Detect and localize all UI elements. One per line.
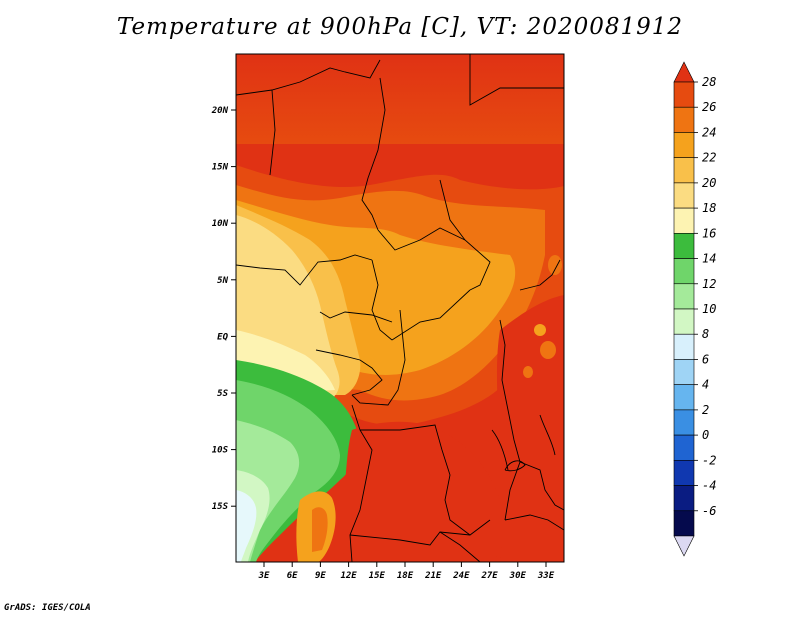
colorbar-swatch <box>673 233 695 259</box>
colorbar-bottom-arrow <box>673 535 695 557</box>
lat-tick-label: 5N <box>217 276 228 286</box>
colorbar-label: 2 <box>702 403 709 417</box>
lat-tick-label: 15N <box>212 163 229 173</box>
lat-tick-label: 10S <box>212 446 229 456</box>
colorbar-label: -4 <box>702 479 716 493</box>
colorbar-swatch <box>673 81 695 108</box>
lon-tick-label: 24E <box>452 571 470 581</box>
colorbar-swatch <box>673 258 695 285</box>
colorbar-label: 28 <box>702 75 716 89</box>
colorbar-label: 16 <box>702 226 716 240</box>
colorbar-swatch <box>673 359 695 385</box>
colorbar-swatch <box>673 157 695 184</box>
longitude-axis: 3E 6E 9E 12E 15E 18E 21E 24E 27E 30E 33E <box>258 562 555 581</box>
colorbar-swatch <box>673 182 695 209</box>
colorbar-label: 24 <box>702 125 716 139</box>
colorbar-swatch <box>673 308 695 335</box>
colorbar-swatch <box>673 106 695 133</box>
latitude-axis: 20N 15N 10N 5N EQ 5S 10S 15S <box>211 106 236 512</box>
colorbar-swatch <box>673 434 695 461</box>
lat-tick-label: 10N <box>212 219 229 229</box>
lon-tick-label: 15E <box>369 571 386 581</box>
lon-tick-label: 27E <box>480 571 498 581</box>
colorbar-label: 4 <box>702 378 709 392</box>
colorbar-swatch <box>673 283 695 310</box>
lon-tick-label: 21E <box>424 571 442 581</box>
colorbar-label: 0 <box>702 428 709 442</box>
colorbar-label: 8 <box>702 327 709 341</box>
colorbar-label: 14 <box>702 252 716 266</box>
lat-tick-label: 15S <box>212 502 229 512</box>
colorbar-label: 18 <box>702 201 716 215</box>
colorbar-label: 22 <box>702 151 716 165</box>
colorbar-label: 12 <box>702 277 716 291</box>
colorbar-swatch <box>673 384 695 411</box>
lat-tick-label: 5S <box>217 389 228 399</box>
colorbar-swatch <box>673 460 695 486</box>
colorbar-swatch <box>673 132 695 158</box>
map-frame <box>235 53 565 563</box>
lon-tick-label: 6E <box>287 571 298 581</box>
lat-tick-label: 20N <box>211 106 229 116</box>
colorbar-label: 20 <box>702 176 716 190</box>
colorbar-label: 10 <box>702 302 716 316</box>
lon-tick-label: 12E <box>340 571 357 581</box>
lon-tick-label: 30E <box>509 571 527 581</box>
colorbar-swatch <box>673 333 695 360</box>
colorbar-top-arrow <box>673 61 695 83</box>
colorbar-label: 26 <box>702 100 716 114</box>
lon-tick-label: 18E <box>397 571 414 581</box>
grads-credit: GrADS: IGES/COLA <box>4 603 91 613</box>
colorbar-swatch <box>673 207 695 234</box>
colorbar-label: -6 <box>702 504 716 518</box>
colorbar-swatch <box>673 510 695 537</box>
colorbar-label: 6 <box>702 352 709 366</box>
lon-tick-label: 33E <box>537 571 555 581</box>
colorbar-label: -2 <box>702 453 716 467</box>
lon-tick-label: 3E <box>258 571 270 581</box>
colorbar-swatch <box>673 409 695 436</box>
chart-title: Temperature at 900hPa [C], VT: 202008191… <box>116 14 684 40</box>
temperature-field <box>236 54 564 562</box>
country-borders <box>236 54 564 562</box>
lon-tick-label: 9E <box>315 571 326 581</box>
lat-tick-label: EQ <box>217 332 228 342</box>
colorbar-swatch <box>673 485 695 512</box>
